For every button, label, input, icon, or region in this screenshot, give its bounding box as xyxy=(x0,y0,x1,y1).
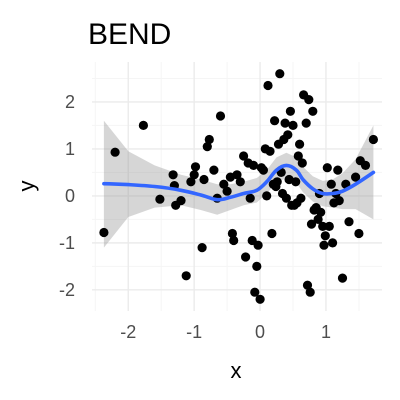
y-tick-label: -2 xyxy=(59,280,75,300)
data-point xyxy=(291,177,301,187)
data-point xyxy=(272,177,282,187)
data-point xyxy=(219,179,229,189)
data-point xyxy=(316,207,326,217)
x-tick-label: 0 xyxy=(255,322,265,342)
data-point xyxy=(301,118,311,128)
data-point xyxy=(351,172,361,182)
points-layer xyxy=(99,69,378,304)
data-point xyxy=(262,191,272,201)
data-point xyxy=(235,177,245,187)
data-point xyxy=(168,170,178,180)
data-point xyxy=(296,193,306,203)
data-point xyxy=(202,142,212,152)
data-point xyxy=(270,116,280,126)
y-axis-title: y xyxy=(14,181,39,192)
data-point xyxy=(189,170,199,180)
data-point xyxy=(322,163,332,173)
data-point xyxy=(176,196,186,206)
data-point xyxy=(253,240,263,250)
data-point xyxy=(285,106,295,116)
data-point xyxy=(334,196,344,206)
data-point xyxy=(181,271,191,281)
data-point xyxy=(288,120,298,130)
data-point xyxy=(190,162,201,172)
data-point xyxy=(241,252,251,262)
data-point xyxy=(368,134,378,145)
data-point xyxy=(138,120,148,130)
data-point xyxy=(232,170,242,180)
data-point xyxy=(275,69,285,79)
data-point xyxy=(306,219,317,229)
data-point xyxy=(319,240,329,250)
x-tick-label: 1 xyxy=(321,322,331,342)
data-point xyxy=(308,106,318,116)
data-point xyxy=(302,280,313,290)
data-point xyxy=(199,174,209,185)
x-tick-label: -2 xyxy=(120,322,136,342)
smooth-line xyxy=(102,163,376,202)
data-point xyxy=(283,130,293,140)
data-point xyxy=(295,139,305,149)
data-point xyxy=(318,221,328,231)
data-point xyxy=(155,194,165,204)
data-point xyxy=(337,273,348,283)
data-point xyxy=(328,238,338,248)
data-point xyxy=(263,80,273,91)
data-point xyxy=(258,165,268,175)
data-point xyxy=(320,231,330,241)
x-axis-title: x xyxy=(231,358,242,383)
x-axis-ticks: -2 -1 0 1 xyxy=(120,322,331,342)
data-point xyxy=(305,287,315,297)
data-point xyxy=(215,111,226,121)
data-point xyxy=(333,165,343,175)
data-point xyxy=(209,165,219,175)
data-point xyxy=(222,186,232,196)
data-point xyxy=(255,294,265,304)
data-point xyxy=(297,158,307,168)
data-point xyxy=(229,235,239,246)
data-point xyxy=(99,227,109,238)
chart-title: BEND xyxy=(88,18,171,51)
y-tick-label: -1 xyxy=(59,233,75,253)
data-point xyxy=(204,134,214,145)
smooth-line-layer xyxy=(102,163,376,202)
x-tick-label: -1 xyxy=(186,322,202,342)
data-point xyxy=(324,221,334,231)
y-axis-ticks: -2 -1 0 1 2 xyxy=(59,92,75,300)
y-tick-label: 1 xyxy=(65,139,75,159)
data-point xyxy=(267,228,277,239)
data-point xyxy=(313,214,323,224)
data-point xyxy=(227,228,237,239)
data-point xyxy=(265,146,275,156)
data-point xyxy=(245,193,255,203)
data-point xyxy=(250,287,260,297)
data-point xyxy=(344,217,354,227)
y-tick-label: 0 xyxy=(65,186,75,206)
y-tick-label: 2 xyxy=(65,92,75,112)
data-point xyxy=(197,243,207,253)
data-point xyxy=(354,228,364,239)
data-point xyxy=(252,261,262,271)
data-point xyxy=(326,179,336,189)
data-point xyxy=(360,160,371,170)
data-point xyxy=(281,193,291,203)
data-point xyxy=(293,151,303,161)
data-point xyxy=(280,118,290,128)
data-point xyxy=(110,147,120,157)
data-point xyxy=(186,177,196,187)
data-point xyxy=(304,95,314,105)
data-point xyxy=(239,151,249,161)
data-point xyxy=(248,160,259,170)
